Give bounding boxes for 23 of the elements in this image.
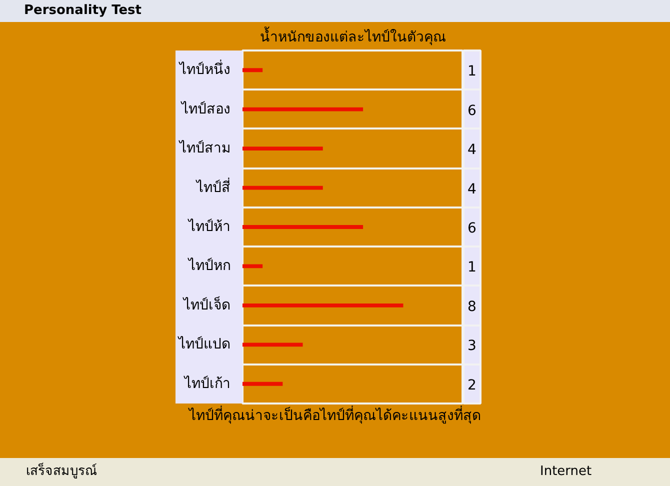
y-tick-label: ไทป์หก [188, 257, 230, 274]
y-tick-label: ไทป์เจ็ด [182, 295, 230, 314]
y-tick-label: ไทป์สี่ [196, 178, 230, 196]
data-label: 6 [468, 220, 477, 236]
chart-title: น้ำหนักของแต่ละไทป์ในตัวคุณ [260, 26, 446, 46]
y-tick-label: ไทป์หนึ่ง [178, 60, 230, 78]
text: Personality Test [24, 2, 142, 20]
y-tick-label: ไทป์เก้า [184, 374, 230, 392]
data-label: 4 [468, 142, 477, 158]
data-label: 1 [468, 64, 476, 80]
data-label: 6 [468, 102, 477, 119]
data-label: 2 [468, 377, 476, 394]
text: Internet [540, 463, 592, 481]
text: เสร็จสมบูรณ์ [26, 462, 97, 481]
data-label: 4 [468, 181, 477, 198]
y-tick-label: ไทป์สอง [180, 100, 230, 118]
data-label: 8 [468, 298, 476, 315]
y-tick-label: ไทป์สาม [178, 140, 230, 157]
data-label: 3 [468, 338, 476, 354]
y-tick-label: ไทป์ห้า [188, 218, 230, 235]
text: ไทป์ที่คุณน่าจะเป็นคือไทป์ที่คุณได้คะแนนสูงที่สุด [189, 405, 481, 426]
data-label: 1 [468, 260, 476, 276]
y-tick-label: ไทป์แปด [178, 336, 230, 353]
